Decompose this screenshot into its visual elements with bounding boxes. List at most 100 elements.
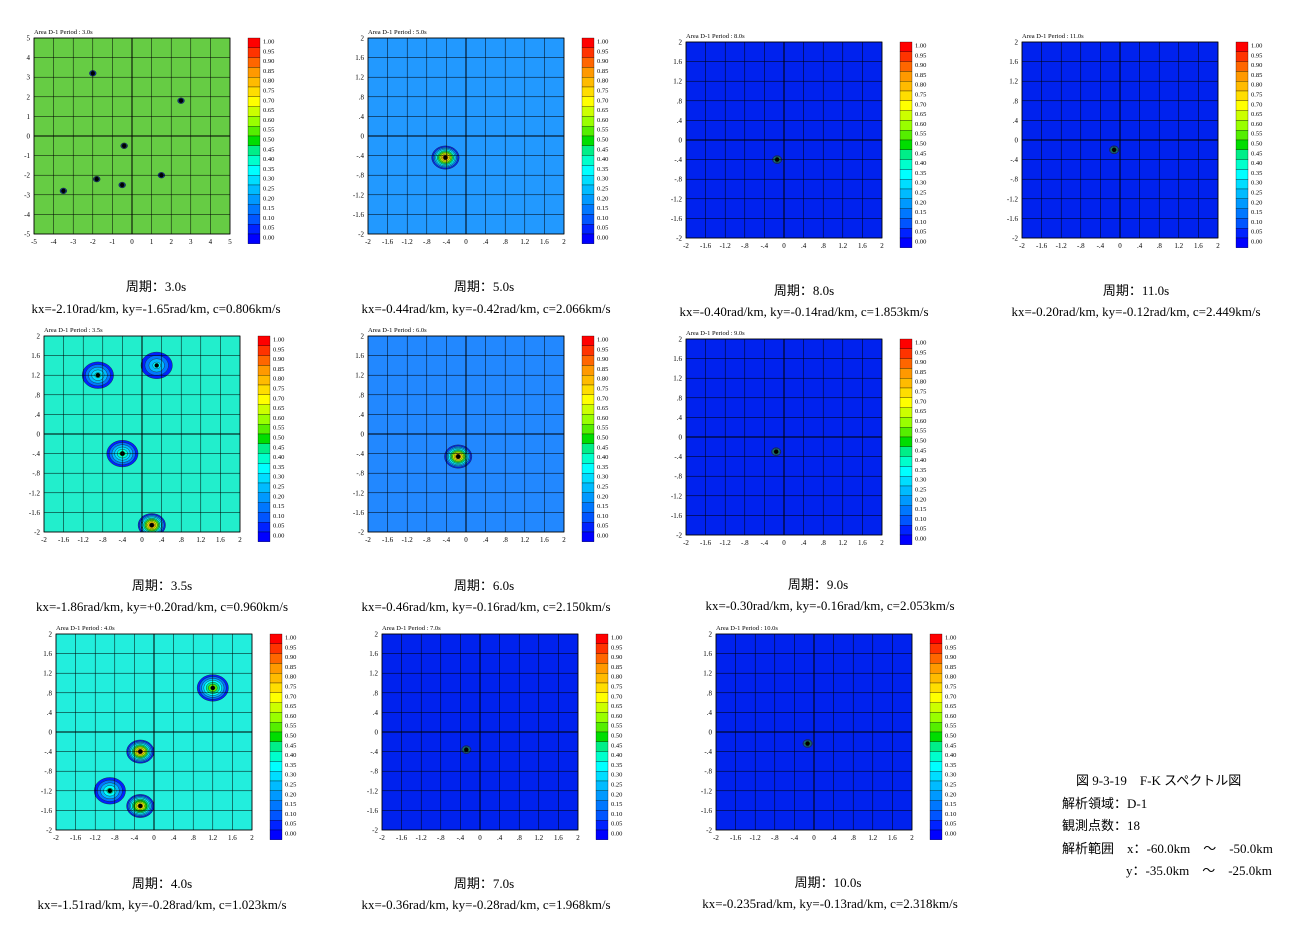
plot-frame	[685, 41, 883, 239]
y-tick-label: -.8	[704, 768, 712, 776]
x-tick-label: -1.2	[416, 834, 428, 842]
colorbar-cell	[1235, 237, 1249, 248]
x-tick-label: .4	[483, 238, 489, 246]
x-tick-label: -.8	[423, 238, 431, 246]
y-tick-label: -2	[1012, 235, 1018, 243]
result-caption: kx=-0.46rad/km, ky=-0.16rad/km, c=2.150k…	[361, 599, 611, 614]
y-tick-label: 0	[361, 431, 365, 439]
y-tick-label: -1.2	[29, 489, 41, 497]
period-caption: 周期：3.5s	[131, 578, 193, 593]
colorbar-label: 0.10	[915, 516, 926, 523]
colorbar-cell	[899, 208, 913, 219]
colorbar-label: 0.25	[597, 186, 608, 193]
colorbar-cell	[899, 90, 913, 101]
peak-marker	[178, 98, 184, 103]
analysis-range-x: 解析範囲 x：-60.0km ～ -50.0km	[1062, 840, 1273, 856]
x-tick-label: .8	[191, 834, 197, 842]
colorbar-label: 0.05	[915, 229, 926, 236]
colorbar-cell	[257, 355, 271, 366]
colorbar-label: 0.00	[611, 831, 622, 838]
y-tick-label: 0	[27, 133, 31, 141]
colorbar-cell	[899, 237, 913, 248]
colorbar-cell	[595, 771, 609, 782]
y-tick-label: 2	[679, 336, 683, 344]
y-tick-label: -2	[358, 231, 364, 239]
colorbar-cell	[595, 829, 609, 840]
colorbar-cell	[257, 384, 271, 395]
colorbar-label: 0.85	[263, 68, 274, 75]
colorbar-label: 1.00	[273, 337, 284, 344]
fk-panel-6-0s: Area D-1 Period : 6.0s -2 -1.6 -1.2 -.8 -.4 0.…	[342, 322, 642, 567]
x-tick-label: .8	[821, 242, 827, 250]
result-caption: kx=-0.30rad/km, ky=-0.16rad/km, c=2.053k…	[705, 598, 955, 613]
colorbar-label: 0.80	[945, 674, 956, 681]
peak-marker	[61, 188, 66, 194]
colorbar-cell	[899, 110, 913, 121]
chart-title: Area D-1 Period : 3.0s	[34, 29, 93, 36]
colorbar-label: 0.45	[263, 146, 274, 153]
colorbar-label: 0.60	[611, 713, 622, 720]
colorbar-label: 0.90	[915, 62, 926, 69]
y-tick-label: 3	[27, 74, 31, 82]
colorbar-cell	[247, 155, 261, 166]
colorbar-label: 0.75	[915, 389, 926, 396]
colorbar-cell	[899, 485, 913, 496]
y-tick-label: 0	[1015, 137, 1019, 145]
colorbar-label: 0.35	[273, 464, 284, 471]
colorbar-label: 0.40	[597, 454, 608, 461]
contour-group	[802, 739, 813, 748]
colorbar-label: 0.00	[285, 831, 296, 838]
period-caption: 周期：7.0s	[453, 876, 515, 891]
x-tick-label: -.8	[111, 834, 119, 842]
y-tick-label: -.8	[674, 176, 682, 184]
colorbar-label: 0.95	[597, 48, 608, 55]
peak-marker	[1111, 147, 1117, 152]
colorbar-cell	[595, 712, 609, 723]
colorbar-label: 0.65	[1251, 111, 1262, 118]
colorbar-cell	[1235, 179, 1249, 190]
chart-title: Area D-1 Period : 11.0s	[1022, 33, 1084, 40]
peak-marker	[138, 803, 143, 809]
peak-marker	[455, 454, 461, 459]
x-tick-label: 0	[812, 834, 816, 842]
colorbar-label: 0.50	[263, 137, 274, 144]
x-tick-label: 2	[250, 834, 254, 842]
plot-frame	[55, 633, 253, 831]
colorbar-cell	[899, 534, 913, 545]
colorbar-label: 0.25	[263, 186, 274, 193]
colorbar-label: 0.15	[945, 801, 956, 808]
colorbar-label: 0.30	[915, 180, 926, 187]
y-tick-label: -.4	[356, 152, 364, 160]
colorbar-label: 0.60	[597, 415, 608, 422]
colorbar-cell	[1235, 188, 1249, 199]
y-tick-label: 0	[709, 729, 713, 737]
x-tick-label: 1.6	[858, 242, 867, 250]
colorbar-cell	[1235, 208, 1249, 219]
peak-marker	[154, 363, 159, 368]
result-caption: kx=-0.40rad/km, ky=-0.14rad/km, c=1.853k…	[679, 304, 929, 319]
x-tick-label: 1.6	[888, 834, 897, 842]
fk-panel-9-0s: Area D-1 Period : 9.0s -2 -1.6 -1.2 -.8 -.4 0.…	[660, 325, 960, 570]
y-tick-label: -2	[358, 529, 364, 537]
y-tick-label: 1.6	[703, 650, 712, 658]
colorbar-label: 0.05	[1251, 229, 1262, 236]
colorbar-cell	[899, 358, 913, 369]
y-tick-label: -2	[24, 172, 30, 180]
colorbar-cell	[581, 512, 595, 523]
colorbar-cell	[899, 525, 913, 536]
x-tick-label: -1.6	[382, 238, 394, 246]
colorbar-cell	[247, 77, 261, 88]
colorbar-cell	[247, 184, 261, 195]
colorbar-cell	[247, 194, 261, 205]
colorbar-label: 0.90	[597, 356, 608, 363]
colorbar-label: 0.95	[273, 346, 284, 353]
colorbar-cell	[247, 204, 261, 215]
colorbar-cell	[269, 800, 283, 811]
colorbar-cell	[581, 37, 595, 48]
x-tick-label: 2	[576, 834, 580, 842]
colorbar-label: 0.85	[597, 366, 608, 373]
colorbar-cell	[257, 433, 271, 444]
colorbar-cell	[257, 463, 271, 474]
colorbar-label: 0.10	[945, 811, 956, 818]
colorbar-label: 0.70	[945, 693, 956, 700]
